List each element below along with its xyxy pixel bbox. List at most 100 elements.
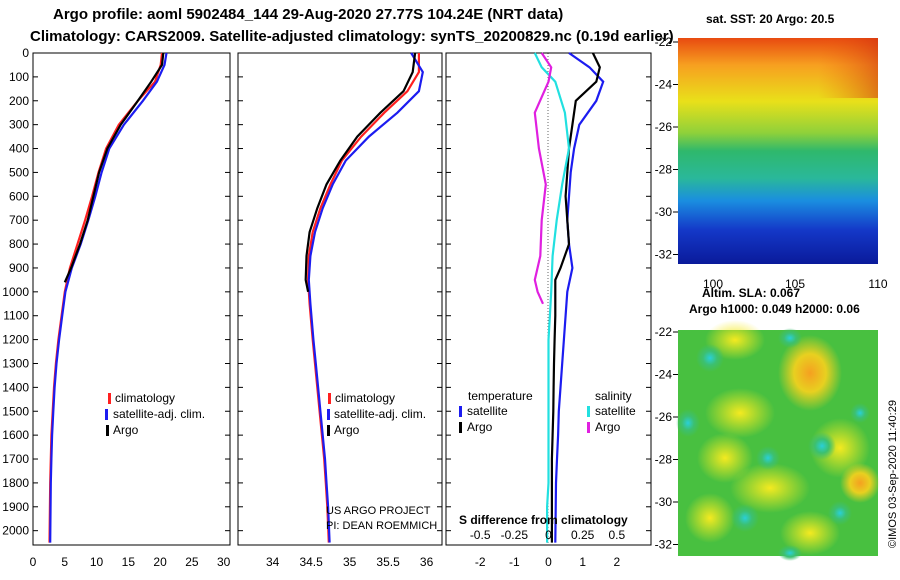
diff-sal-x-tick: 0 [545, 528, 552, 542]
temp-line-argo [63, 52, 165, 283]
legend-temperature-header: temperature [468, 389, 533, 403]
legend-temp-argo-label: Argo [467, 420, 493, 434]
diff-temp-x-tick: 2 [613, 555, 620, 569]
diff-line-salinity-satellite [533, 52, 571, 543]
diff-temp-x-tick: 0 [545, 555, 552, 569]
temp-line-climatology [48, 52, 164, 543]
temp-x-tick: 20 [153, 555, 167, 569]
depth-tick-label: 400 [9, 142, 29, 156]
legend-sal-argo-label: Argo [595, 420, 621, 434]
diff-line-temperature-satellite [554, 52, 605, 543]
depth-tick-label: 1700 [2, 452, 29, 466]
legend-argo-label: Argo [113, 423, 139, 437]
depth-tick-label: 900 [9, 261, 29, 275]
sal-x-tick: 35.5 [376, 555, 400, 569]
sla-map: -22 -24 -26 -28 -30 -32 [655, 320, 880, 561]
temp-x-tick: 30 [217, 555, 231, 569]
sal-x-tick: 34.5 [299, 555, 323, 569]
legend-climatology-label-2: climatology [335, 391, 395, 405]
depth-tick-label: 700 [9, 213, 29, 227]
sla-lat-label: -24 [655, 368, 673, 382]
diff-temp-x-tick: -1 [509, 555, 520, 569]
sla-axis: -22 -24 -26 -28 -30 -32 [655, 325, 678, 552]
legend-sal-satellite-swatch [587, 406, 590, 417]
legend-satellite-label: satellite-adj. clim. [113, 407, 205, 421]
title-line-1: Argo profile: aoml 5902484_144 29-Aug-20… [53, 6, 564, 23]
legend-argo-swatch-2 [327, 425, 330, 436]
depth-tick-label: 1500 [2, 404, 29, 418]
sst-lat-label: -24 [655, 78, 673, 92]
depth-tick-label: 100 [9, 70, 29, 84]
sal-x-tick: 35 [343, 555, 357, 569]
x-tick-labels: 0 5 10 15 20 25 30 34 34.5 35 35.5 36 -2 -1 0 1 2 [30, 555, 621, 569]
temperature-legend: climatology satellite-adj. clim. Argo [105, 391, 205, 437]
temperature-series [48, 52, 168, 543]
title-line-2: Climatology: CARS2009. Satellite-adjuste… [30, 28, 674, 45]
difference-legend: temperature salinity satellite Argo sate… [459, 389, 636, 527]
depth-tick-label: 300 [9, 118, 29, 132]
sal-line-satellite-adj-clim- [307, 52, 424, 543]
sst-lon-label: 100 [703, 277, 723, 291]
depth-tick-label: 1000 [2, 285, 29, 299]
sst-lon-label: 110 [868, 277, 887, 291]
salinity-legend: climatology satellite-adj. clim. Argo [327, 391, 426, 437]
depth-tick-label: 600 [9, 189, 29, 203]
legend-satellite-label-2: satellite-adj. clim. [334, 407, 426, 421]
difference-panel [445, 52, 652, 546]
legend-temp-satellite-label: satellite [467, 404, 508, 418]
depth-tick-label: 1300 [2, 356, 29, 370]
sst-lat-label: -22 [655, 35, 673, 49]
depth-tick-label: 200 [9, 94, 29, 108]
legend-temp-argo-swatch [459, 422, 462, 433]
sst-lat-label: -28 [655, 163, 673, 177]
diff-temp-x-tick: 1 [579, 555, 586, 569]
sla-lat-label: -30 [655, 495, 673, 509]
sst-caption: sat. SST: 20 Argo: 20.5 [706, 12, 835, 26]
sst-lat-label: -30 [655, 205, 673, 219]
credit-pi: PI: DEAN ROEMMICH [326, 520, 438, 532]
depth-tick-label: 1200 [2, 333, 29, 347]
diff-sal-x-tick: 0.25 [571, 528, 595, 542]
sst-warm-patch [678, 38, 878, 98]
sla-lat-label: -26 [655, 410, 673, 424]
sla-lat-label: -22 [655, 325, 673, 339]
temperature-panel [32, 52, 231, 546]
legend-temp-satellite-swatch [459, 406, 462, 417]
temp-line-satellite-adj-clim- [49, 52, 168, 543]
salinity-series [304, 52, 424, 543]
sst-lat-label: -32 [655, 248, 673, 262]
sst-lat-label: -26 [655, 120, 673, 134]
legend-salinity-header: salinity [595, 389, 632, 403]
depth-tick-label: 2000 [2, 524, 29, 538]
sst-map: -22 -24 -26 -28 -30 -32 100 105 110 [655, 35, 888, 291]
temp-x-tick: 5 [61, 555, 68, 569]
legend-climatology-label: climatology [115, 391, 175, 405]
salinity-difference-ticks: -0.5 -0.25 0 0.25 0.5 [470, 528, 626, 542]
legend-satellite-swatch [105, 409, 108, 420]
sal-x-tick: 36 [420, 555, 434, 569]
depth-tick-label: 500 [9, 165, 29, 179]
depth-tick-label: 1600 [2, 428, 29, 442]
diff-temp-x-tick: -2 [475, 555, 486, 569]
legend-argo-label-2: Argo [334, 423, 360, 437]
depth-tick-label: 1100 [3, 309, 29, 323]
temp-x-tick: 0 [30, 555, 37, 569]
depth-tick-label: 1900 [2, 500, 29, 514]
sal-x-tick: 34 [266, 555, 280, 569]
imos-timestamp: ©IMOS 03-Sep-2020 11:40:29 [887, 400, 899, 548]
sla-lat-label: -28 [655, 453, 673, 467]
diff-line-salinity-argo [533, 52, 553, 305]
diff-sal-x-tick: 0.5 [608, 528, 625, 542]
difference-xlabel: S difference from climatology [459, 513, 628, 527]
legend-climatology-swatch [108, 393, 111, 404]
argo-height-caption: Argo h1000: 0.049 h2000: 0.06 [689, 302, 860, 316]
depth-tick-label: 1800 [2, 476, 29, 490]
diff-line-temperature-argo [550, 52, 601, 543]
salinity-panel [237, 52, 443, 546]
legend-argo-swatch [106, 425, 109, 436]
depth-tick-label: 1400 [2, 380, 29, 394]
depth-tick-label: 800 [9, 237, 29, 251]
sst-axis: -22 -24 -26 -28 -30 -32 100 105 110 [655, 35, 888, 291]
sla-eddies [676, 320, 880, 561]
